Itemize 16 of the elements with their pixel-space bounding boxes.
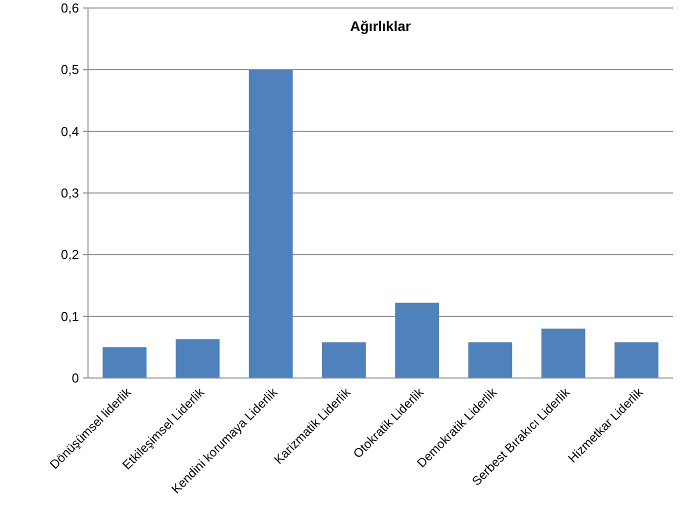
- bar: [322, 342, 366, 378]
- y-tick-label: 0,4: [60, 124, 79, 139]
- bar: [541, 328, 586, 378]
- y-tick-label: 0,3: [60, 186, 79, 201]
- bar: [102, 347, 146, 378]
- bar: [248, 70, 293, 378]
- text: Ağırlıklar: [350, 18, 412, 34]
- y-tick-label: 0,6: [60, 0, 79, 16]
- y-tick-label: 0,5: [60, 62, 79, 78]
- y-tick-label: 0,2: [60, 247, 79, 262]
- y-tick-label: 0,1: [60, 308, 79, 324]
- bar: [176, 339, 220, 378]
- bar: [614, 342, 658, 378]
- bar: [395, 302, 439, 378]
- y-tick-label: 0: [72, 370, 79, 386]
- bar: [468, 342, 512, 378]
